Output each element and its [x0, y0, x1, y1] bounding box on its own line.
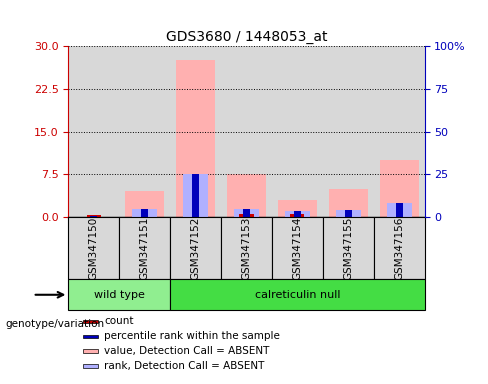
Bar — [170, 217, 221, 279]
Bar — [192, 174, 199, 217]
Bar — [141, 209, 148, 217]
Bar — [396, 203, 403, 217]
Text: value, Detection Call = ABSENT: value, Detection Call = ABSENT — [104, 346, 269, 356]
Bar — [374, 217, 425, 279]
Text: GSM347153: GSM347153 — [242, 217, 251, 280]
Bar — [243, 209, 250, 217]
Bar — [90, 216, 97, 217]
Bar — [87, 215, 101, 217]
Bar — [170, 46, 221, 217]
Text: calreticulin null: calreticulin null — [255, 290, 340, 300]
Text: rank, Detection Call = ABSENT: rank, Detection Call = ABSENT — [104, 361, 264, 371]
Bar — [125, 191, 164, 217]
Bar — [323, 46, 374, 217]
Bar — [323, 217, 374, 279]
Bar — [345, 210, 352, 217]
Bar — [132, 209, 157, 217]
Text: GSM347151: GSM347151 — [140, 217, 150, 280]
Bar — [380, 160, 419, 217]
Bar — [272, 46, 323, 217]
Bar — [374, 46, 425, 217]
Bar — [170, 279, 425, 310]
Bar — [82, 319, 98, 323]
Bar — [227, 174, 266, 217]
Bar — [119, 46, 170, 217]
Bar — [285, 211, 310, 217]
Text: GSM347156: GSM347156 — [394, 217, 404, 280]
Bar — [221, 217, 272, 279]
Text: count: count — [104, 316, 133, 326]
Bar — [290, 214, 305, 217]
Bar — [82, 364, 98, 368]
Bar — [386, 203, 411, 217]
Bar — [328, 189, 368, 217]
Bar — [294, 211, 301, 217]
Bar — [272, 217, 323, 279]
Bar — [221, 46, 272, 217]
Bar — [82, 349, 98, 353]
Text: percentile rank within the sample: percentile rank within the sample — [104, 331, 280, 341]
Text: wild type: wild type — [94, 290, 144, 300]
Bar — [119, 217, 170, 279]
Bar — [176, 60, 215, 217]
Bar — [239, 214, 254, 217]
Bar — [336, 210, 361, 217]
Title: GDS3680 / 1448053_at: GDS3680 / 1448053_at — [166, 30, 327, 44]
Bar — [82, 334, 98, 338]
Bar — [183, 174, 208, 217]
Text: GSM347155: GSM347155 — [343, 217, 353, 280]
Bar — [68, 279, 170, 310]
Text: GSM347154: GSM347154 — [292, 217, 303, 280]
Text: GSM347152: GSM347152 — [190, 217, 201, 280]
Bar — [68, 217, 119, 279]
Bar — [68, 46, 119, 217]
Bar — [278, 200, 317, 217]
Text: genotype/variation: genotype/variation — [5, 319, 104, 329]
Bar — [234, 209, 259, 217]
Text: GSM347150: GSM347150 — [89, 217, 99, 280]
